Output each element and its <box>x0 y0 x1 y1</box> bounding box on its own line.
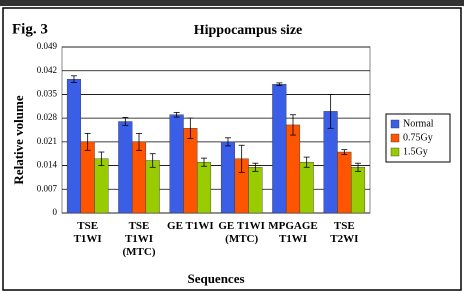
bar <box>286 125 300 213</box>
legend-label: 1.5Gy <box>403 146 428 157</box>
y-tick-label: 0.028 <box>37 112 58 122</box>
bar <box>183 128 197 213</box>
bar <box>170 115 184 213</box>
x-tick-label: GE T1WI <box>167 220 214 232</box>
chart: Fig. 3 Hippocampus size Sequences Relati… <box>0 0 464 292</box>
x-tick-line: MPGAGE <box>268 220 318 232</box>
legend-label: Normal <box>403 118 434 129</box>
x-tick-line: TSE <box>334 220 355 232</box>
y-tick-label: 0.035 <box>37 88 58 98</box>
legend-swatch <box>391 148 399 156</box>
bar <box>197 162 211 213</box>
y-tick-label: 0 <box>53 207 58 217</box>
x-axis-label: Sequences <box>187 271 244 286</box>
legend-label: 0.75Gy <box>403 132 433 143</box>
bar <box>351 167 365 213</box>
y-tick-label: 0.014 <box>37 160 58 170</box>
bar <box>95 159 109 213</box>
bar <box>118 122 132 213</box>
figure-label: Fig. 3 <box>12 21 48 37</box>
legend-swatch <box>391 134 399 142</box>
bar <box>67 79 81 213</box>
bar <box>272 84 286 213</box>
x-tick-line: GE T1WI <box>167 220 214 232</box>
bar <box>81 142 95 213</box>
bar <box>132 142 146 213</box>
chart-title: Hippocampus size <box>194 23 303 38</box>
x-tick-label: GE T1WI(MTC) <box>218 220 265 245</box>
x-tick-line: (MTC) <box>123 246 156 258</box>
bar <box>300 162 314 213</box>
y-tick-label: 0.042 <box>37 65 57 75</box>
x-tick-line: GE T1WI <box>218 220 265 232</box>
bar <box>337 152 351 213</box>
y-axis-label: Relative volume <box>11 95 26 184</box>
y-tick-label: 0.007 <box>37 183 58 193</box>
x-tick-line: T1WI <box>279 233 307 245</box>
legend-swatch <box>391 120 399 128</box>
y-tick-label: 0.049 <box>37 41 58 51</box>
x-tick-line: (MTC) <box>225 233 258 245</box>
top-strip <box>0 0 464 6</box>
x-tick-line: T1WI <box>125 233 153 245</box>
bar <box>146 160 160 213</box>
bar <box>221 142 235 213</box>
x-tick-line: T1WI <box>74 233 102 245</box>
x-tick-line: TSE <box>129 220 150 232</box>
bar <box>249 167 263 213</box>
x-tick-line: TSE <box>77 220 98 232</box>
x-tick-line: T2WI <box>330 233 358 245</box>
y-tick-label: 0.021 <box>37 136 57 146</box>
